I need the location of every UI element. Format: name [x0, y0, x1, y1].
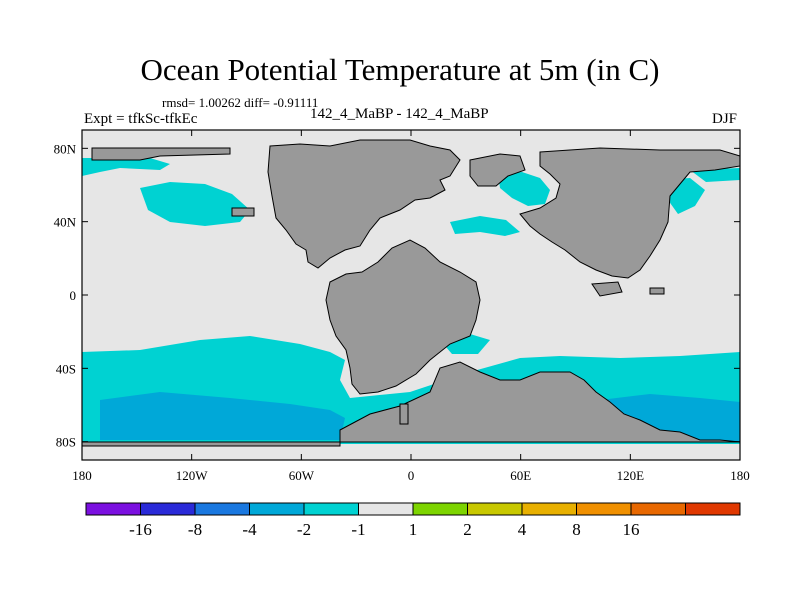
- y-tick-label-1: 40N: [54, 215, 77, 230]
- colorbar-box-0: [85, 502, 141, 516]
- x-axis: 180 120W 60W 0 60E 120E 180: [72, 130, 750, 483]
- colorbar-label-1: -8: [188, 520, 202, 539]
- land-greenland: [469, 153, 526, 187]
- anomaly-patch-arctic-west: [82, 158, 170, 176]
- anomaly-patch-southern-ocean-blue: [100, 392, 345, 440]
- x-tick-label-4: 60E: [510, 468, 531, 483]
- anomaly-patch-med: [450, 216, 520, 236]
- land-island-1: [231, 207, 255, 217]
- colorbar-label-4: -1: [351, 520, 365, 539]
- stats-line: rmsd= 1.00262 diff= -0.91111: [162, 95, 319, 110]
- season-label: DJF: [712, 111, 738, 127]
- x-tick-label-1: 120W: [176, 468, 209, 483]
- colorbar-box-4: [303, 502, 359, 516]
- colorbar-label-5: 1: [409, 520, 418, 539]
- y-tick-label-2: 0: [70, 288, 77, 303]
- anomaly-patch-north-pacific: [140, 182, 250, 226]
- colorbar-box-2: [194, 502, 250, 516]
- colorbar-box-7: [467, 502, 523, 516]
- land-island-2: [591, 281, 623, 297]
- case-label: 142_4_MaBP - 142_4_MaBP: [310, 106, 489, 122]
- colorbar-label-8: 8: [572, 520, 581, 539]
- y-tick-label-3: 40S: [56, 361, 76, 376]
- colorbar-box-5: [358, 502, 414, 516]
- land-africa-south-america: [325, 239, 481, 395]
- x-tick-label-2: 60W: [289, 468, 315, 483]
- land-masses: [81, 139, 741, 447]
- x-tick-label-0: 180: [72, 468, 92, 483]
- y-tick-label-0: 80N: [54, 141, 77, 156]
- anomaly-patch-north-atlantic: [498, 172, 550, 206]
- chart-title: Ocean Potential Temperature at 5m (in C): [140, 52, 660, 87]
- land-north-america: [267, 139, 461, 269]
- y-axis: 80N 40N 0 40S 80S: [54, 141, 740, 450]
- colorbar-label-0: -16: [129, 520, 152, 539]
- land-arctic-strip: [91, 147, 231, 161]
- colorbar: -16 -8 -4 -2 -1 1 2 4 8 16: [85, 502, 741, 539]
- colorbar-box-10: [630, 502, 686, 516]
- x-tick-label-6: 180: [730, 468, 750, 483]
- colorbar-box-3: [249, 502, 305, 516]
- colorbar-box-6: [412, 502, 468, 516]
- colorbar-box-9: [576, 502, 632, 516]
- land-island-3: [649, 287, 665, 295]
- colorbar-label-6: 2: [463, 520, 472, 539]
- colorbar-label-9: 16: [623, 520, 640, 539]
- colorbar-box-1: [140, 502, 196, 516]
- experiment-label: Expt = tfkSc-tfkEc: [84, 111, 198, 127]
- colorbar-label-7: 4: [518, 520, 527, 539]
- y-tick-label-4: 80S: [56, 435, 76, 450]
- x-tick-label-3: 0: [408, 468, 415, 483]
- colorbar-box-11: [685, 502, 741, 516]
- land-island-4: [399, 403, 409, 425]
- x-tick-label-5: 120E: [617, 468, 645, 483]
- colorbar-label-3: -2: [297, 520, 311, 539]
- colorbar-label-2: -4: [242, 520, 257, 539]
- colorbar-box-8: [521, 502, 577, 516]
